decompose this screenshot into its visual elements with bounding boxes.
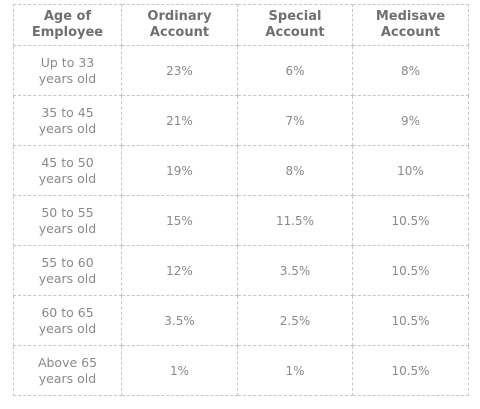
ordinary-cell: 23% bbox=[121, 45, 238, 96]
header-age-of-employee: Age of Employee bbox=[13, 4, 122, 46]
ordinary-cell: 3.5% bbox=[121, 295, 238, 346]
header-medisave-account: Medisave Account bbox=[352, 4, 469, 46]
medisave-cell: 10% bbox=[352, 145, 469, 196]
age-cell: Above 65 years old bbox=[13, 345, 122, 396]
ordinary-cell: 12% bbox=[121, 245, 238, 296]
ordinary-cell: 21% bbox=[121, 95, 238, 146]
table-header-row: Age of Employee Ordinary Account Special Ac… bbox=[13, 4, 469, 46]
age-cell: Up to 33 years old bbox=[13, 45, 122, 96]
special-cell: 11.5% bbox=[237, 195, 353, 246]
table-row: 55 to 60 years old 12% 3.5% 10.5% bbox=[13, 245, 469, 296]
table-row: 60 to 65 years old 3.5% 2.5% 10.5% bbox=[13, 295, 469, 346]
special-cell: 7% bbox=[237, 95, 353, 146]
table-row: 50 to 55 years old 15% 11.5% 10.5% bbox=[13, 195, 469, 246]
special-cell: 8% bbox=[237, 145, 353, 196]
table-row: Above 65 years old 1% 1% 10.5% bbox=[13, 345, 469, 396]
special-cell: 1% bbox=[237, 345, 353, 396]
age-cell: 50 to 55 years old bbox=[13, 195, 122, 246]
table-row: 35 to 45 years old 21% 7% 9% bbox=[13, 95, 469, 146]
ordinary-cell: 15% bbox=[121, 195, 238, 246]
cpf-allocation-table: Age of Employee Ordinary Account Special Ac… bbox=[13, 4, 469, 396]
table-row: 45 to 50 years old 19% 8% 10% bbox=[13, 145, 469, 196]
age-cell: 60 to 65 years old bbox=[13, 295, 122, 346]
medisave-cell: 8% bbox=[352, 45, 469, 96]
special-cell: 3.5% bbox=[237, 245, 353, 296]
medisave-cell: 10.5% bbox=[352, 245, 469, 296]
age-cell: 35 to 45 years old bbox=[13, 95, 122, 146]
ordinary-cell: 1% bbox=[121, 345, 238, 396]
medisave-cell: 10.5% bbox=[352, 295, 469, 346]
medisave-cell: 10.5% bbox=[352, 195, 469, 246]
medisave-cell: 9% bbox=[352, 95, 469, 146]
ordinary-cell: 19% bbox=[121, 145, 238, 196]
special-cell: 2.5% bbox=[237, 295, 353, 346]
medisave-cell: 10.5% bbox=[352, 345, 469, 396]
header-ordinary-account: Ordinary Account bbox=[121, 4, 238, 46]
age-cell: 45 to 50 years old bbox=[13, 145, 122, 196]
cpf-allocation-table-container: Age of Employee Ordinary Account Special Ac… bbox=[13, 4, 469, 396]
special-cell: 6% bbox=[237, 45, 353, 96]
table-row: Up to 33 years old 23% 6% 8% bbox=[13, 45, 469, 96]
age-cell: 55 to 60 years old bbox=[13, 245, 122, 296]
header-special-account: Special Account bbox=[237, 4, 353, 46]
